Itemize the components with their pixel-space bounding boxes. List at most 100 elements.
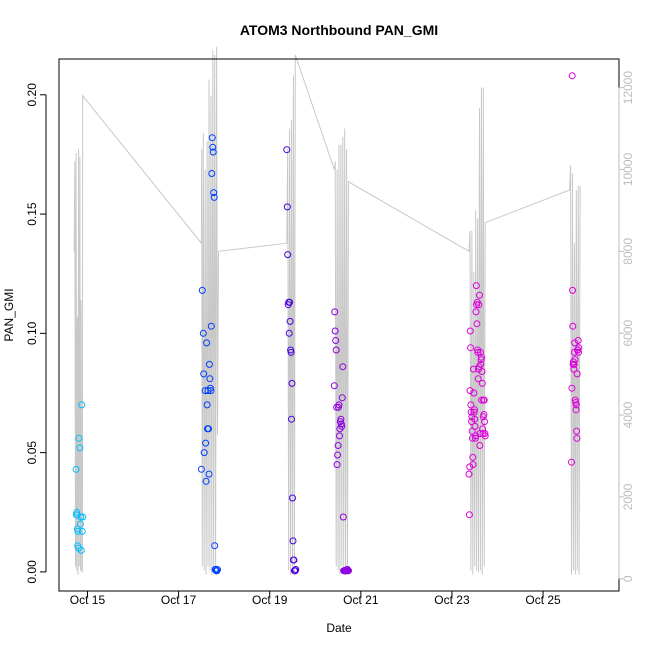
data-point [286,317,294,325]
y-tick-label: 0.10 [25,321,39,345]
data-point [477,353,485,361]
data-point [479,430,487,437]
x-tick-label: Oct 23 [434,593,470,607]
data-point [572,401,580,409]
data-point [333,403,341,411]
data-point [288,379,296,387]
data-point [568,458,575,466]
data-point [569,322,577,330]
data-point [200,449,208,457]
x-tick-label: Oct 17 [161,593,197,607]
data-point [470,408,478,416]
data-point [472,282,480,290]
data-point [209,143,217,151]
y-tick-label: 0.05 [25,441,39,465]
data-point [469,461,477,469]
data-point [476,291,483,299]
data-point [207,322,215,330]
data-point [283,203,291,211]
data-point [330,382,338,390]
data-point [205,470,213,478]
data-point [570,360,578,368]
x-tick-label: Oct 15 [70,593,106,607]
data-point [205,360,213,368]
data-point [467,344,475,352]
chart-title: ATOM3 Northbound PAN_GMI [240,22,438,38]
data-point [481,418,488,426]
data-point [203,401,211,409]
data-point [573,434,581,442]
data-point [78,527,86,535]
data-point [471,415,479,423]
data-point [210,193,218,201]
data-point [573,370,581,378]
data-point [209,148,217,156]
data-point [77,513,85,521]
data-point [200,370,208,378]
data-point [478,368,486,375]
data-point [345,567,352,575]
data-point [575,344,583,352]
data-point [474,348,482,356]
data-point [571,396,579,404]
data-point [467,401,475,409]
altitude-layer [73,46,581,575]
data-point [339,363,347,371]
data-point [572,406,580,414]
y2-tick-label: 8000 [621,238,635,265]
data-point [75,434,83,442]
data-point [287,348,295,356]
y-tick-label: 0.15 [25,202,39,226]
data-point [471,422,479,430]
data-point [288,415,295,423]
data-point [73,511,81,519]
x-tick-label: Oct 19 [252,593,288,607]
altitude-line [73,46,581,575]
x-tick-label: Oct 21 [343,593,379,607]
data-point [571,356,579,364]
y2-tick-label: 0 [621,575,635,582]
data-point [480,411,488,418]
y2-tick-label: 6000 [621,320,635,347]
x-axis-label: Date [326,621,352,635]
data-point [211,542,219,550]
data-point [206,375,214,383]
data-point [334,451,342,459]
data-point [289,537,297,545]
data-point [290,556,298,564]
data-point [571,339,579,347]
data-point [332,346,340,354]
x-tick-label: Oct 25 [525,593,561,607]
data-point [210,189,218,197]
data-point [481,430,489,437]
data-point [477,356,485,364]
data-point [570,365,578,373]
data-point [573,427,581,435]
data-point [208,134,216,142]
data-point [470,365,477,373]
y-tick-label: 0.20 [25,83,39,107]
data-point [204,387,212,395]
data-point [199,329,207,337]
data-point [339,513,347,521]
data-point [481,432,489,440]
data-point [470,406,478,414]
data-point [337,420,345,428]
data-point [73,508,81,516]
data-point [208,170,216,177]
data-point [76,520,84,528]
y2-tick-label: 4000 [621,401,635,428]
data-point [465,511,473,519]
data-point [77,546,85,554]
data-point [292,566,300,573]
data-point [333,461,341,469]
data-point [338,422,346,430]
data-point [285,329,293,337]
y-axis-label: PAN_GMI [2,288,16,341]
data-point [474,375,482,383]
data-point [466,327,474,335]
data-point [335,401,343,409]
data-point [337,415,345,423]
data-point [475,301,483,309]
